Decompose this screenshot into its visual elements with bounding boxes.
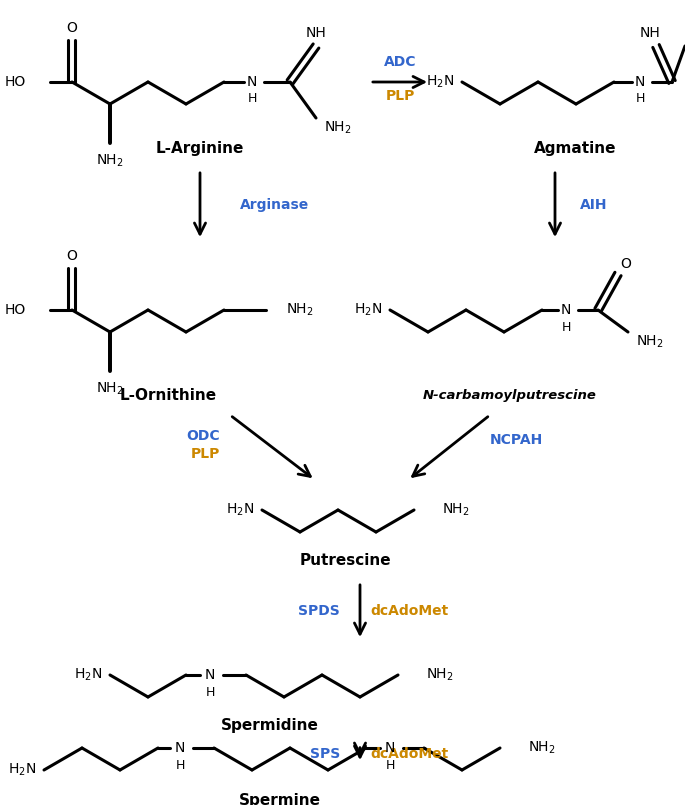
Text: N: N [247,75,257,89]
Text: HO: HO [5,303,26,317]
Text: H$_2$N: H$_2$N [74,667,102,683]
Text: PLP: PLP [190,447,220,461]
Text: NH$_2$: NH$_2$ [96,153,124,169]
Text: H: H [635,93,645,105]
Text: NCPAH: NCPAH [490,433,543,447]
Text: NH$_2$: NH$_2$ [442,502,470,518]
Text: NH$_2$: NH$_2$ [426,667,453,683]
Text: Putrescine: Putrescine [299,552,391,568]
Text: H$_2$N: H$_2$N [226,502,254,518]
Text: dcAdoMet: dcAdoMet [370,747,448,761]
Text: N: N [175,741,185,755]
Text: NH$_2$: NH$_2$ [96,381,124,397]
Text: SPDS: SPDS [298,604,340,618]
Text: Agmatine: Agmatine [534,141,616,155]
Text: L-Ornithine: L-Ornithine [119,387,216,402]
Text: Spermine: Spermine [239,792,321,805]
Text: H$_2$N: H$_2$N [8,762,36,778]
Text: L-Arginine: L-Arginine [155,141,244,155]
Text: Spermidine: Spermidine [221,717,319,733]
Text: SPS: SPS [310,747,340,761]
Text: O: O [66,249,77,263]
Text: N: N [205,668,215,682]
Text: ADC: ADC [384,55,416,69]
Text: NH$_2$: NH$_2$ [286,302,314,318]
Text: AIH: AIH [580,198,608,212]
Text: N: N [561,303,571,317]
Text: Arginase: Arginase [240,198,309,212]
Text: HO: HO [5,75,26,89]
Text: NH$_2$: NH$_2$ [528,740,556,756]
Text: PLP: PLP [385,89,414,103]
Text: dcAdoMet: dcAdoMet [370,604,448,618]
Text: H: H [385,758,395,771]
Text: H: H [247,93,257,105]
Text: N: N [385,741,395,755]
Text: O: O [66,21,77,35]
Text: NH$_2$: NH$_2$ [636,334,664,350]
Text: NH$_2$: NH$_2$ [324,120,352,136]
Text: N-carbamoylputrescine: N-carbamoylputrescine [423,389,597,402]
Text: N: N [635,75,645,89]
Text: NH: NH [306,26,326,40]
Text: H: H [561,320,571,333]
Text: H$_2$N: H$_2$N [354,302,382,318]
Text: O: O [621,257,632,271]
Text: H$_2$N: H$_2$N [426,74,454,90]
Text: H: H [206,686,214,699]
Text: ODC: ODC [186,429,220,443]
Text: NH: NH [640,26,660,40]
Text: H: H [175,758,185,771]
